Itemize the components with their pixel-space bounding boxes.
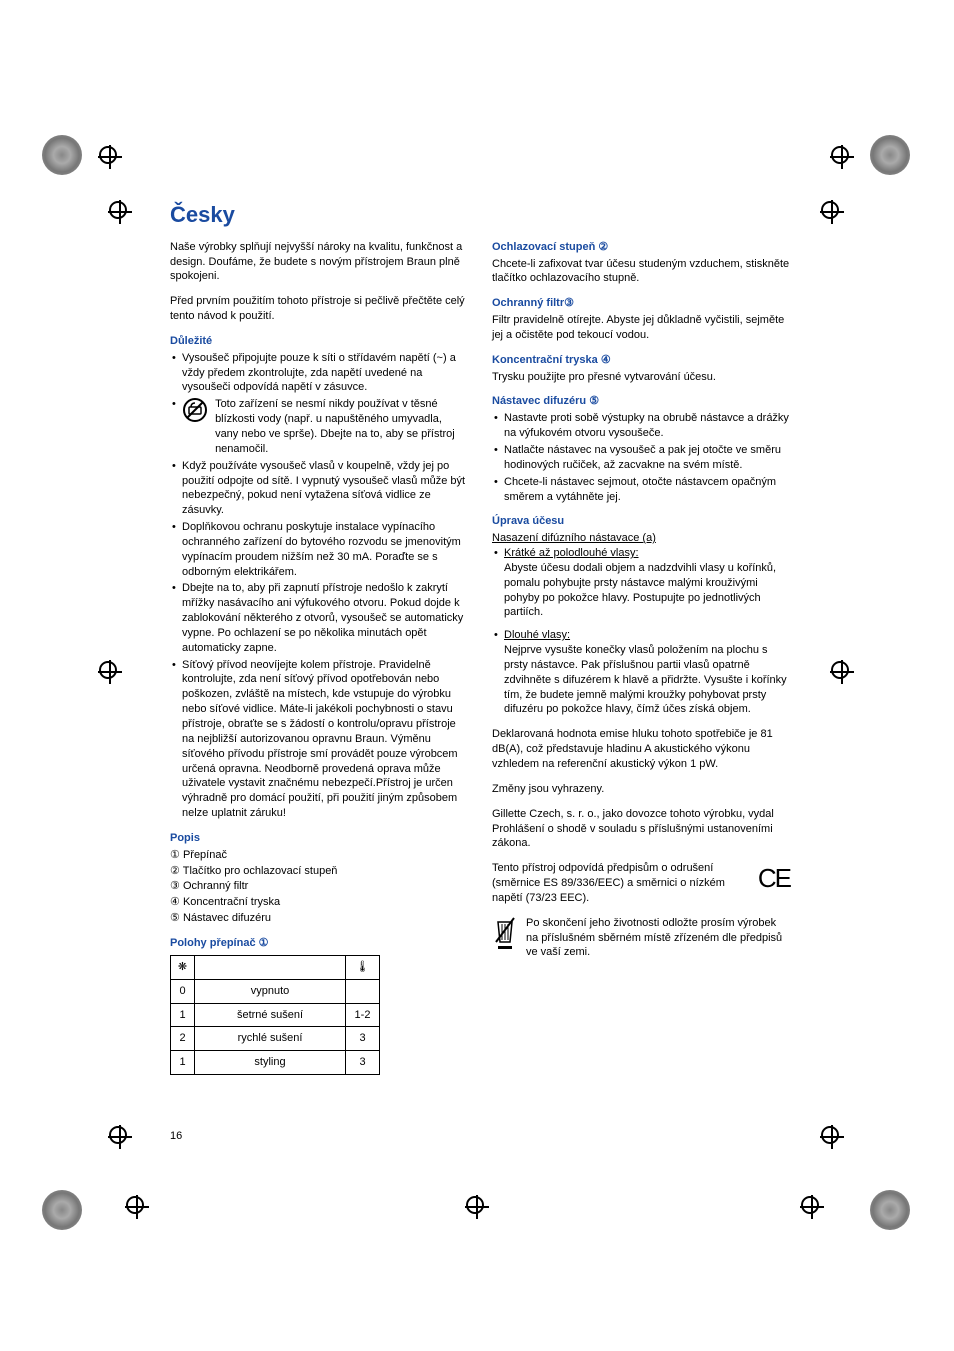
desc-text: Ochranný filtr bbox=[183, 880, 248, 892]
weee-block: Po skončení jeho životnosti odložte pros… bbox=[492, 916, 790, 961]
styling-list-2: Dlouhé vlasy: Nejprve vysušte konečky vl… bbox=[492, 628, 790, 717]
reg-cross-mr2 bbox=[820, 200, 844, 224]
compliance-text: Tento přístroj odpovídá předpisům o odru… bbox=[492, 862, 725, 904]
switch-cell: vypnuto bbox=[195, 979, 346, 1003]
styling-item: Dlouhé vlasy: Nejprve vysušte konečky vl… bbox=[492, 628, 790, 717]
diffuser-item: Nastavte proti sobě výstupky na obrubě n… bbox=[492, 411, 790, 441]
reg-cross-tl bbox=[98, 145, 122, 169]
styling-p1: Abyste účesu dodali objem a nadzdvihli v… bbox=[504, 562, 776, 619]
reg-mark-bl bbox=[42, 1190, 82, 1230]
switch-head: Polohy přepínač ① bbox=[170, 936, 468, 951]
diffuser-head: Nástavec difuzéru ⑤ bbox=[492, 394, 790, 409]
reg-cross-mr bbox=[830, 660, 854, 684]
changes-text: Změny jsou vyhrazeny. bbox=[492, 782, 790, 797]
intro-2: Před prvním použitím tohoto přístroje si… bbox=[170, 294, 468, 324]
desc-num: ② bbox=[170, 864, 180, 879]
diffuser-list: Nastavte proti sobě výstupky na obrubě n… bbox=[492, 411, 790, 504]
reg-mark-br bbox=[870, 1190, 910, 1230]
noise-text: Deklarovaná hodnota emise hluku tohoto s… bbox=[492, 727, 790, 772]
desc-text: Tlačítko pro ochlazovací stupeň bbox=[183, 865, 338, 877]
important-item: Toto zařízení se nesmí nikdy používat v … bbox=[170, 397, 468, 456]
nozzle-body: Trysku použijte pro přesné vytvarování ú… bbox=[492, 370, 790, 385]
reg-cross-bl bbox=[125, 1195, 149, 1219]
reg-cross-br bbox=[800, 1195, 824, 1219]
switch-cell: rychlé sušení bbox=[195, 1027, 346, 1051]
desc-text: Nástavec difuzéru bbox=[183, 912, 271, 924]
important-item: Síťový přívod neovíjejte kolem přístroje… bbox=[170, 658, 468, 821]
ce-mark-icon: CE bbox=[758, 861, 790, 896]
switch-cell: 0 bbox=[171, 979, 195, 1003]
styling-p2-head: Dlouhé vlasy: bbox=[504, 629, 570, 641]
styling-item: Krátké až polodlouhé vlasy: Abyste účesu… bbox=[492, 546, 790, 620]
filter-head: Ochranný filtr③ bbox=[492, 296, 790, 311]
switch-cell: 3 bbox=[346, 1051, 380, 1075]
no-water-icon bbox=[182, 397, 208, 423]
page-title: Česky bbox=[170, 200, 790, 230]
reg-mark-tl bbox=[42, 135, 82, 175]
switch-col-blank bbox=[195, 955, 346, 979]
filter-body: Filtr pravidelně otírejte. Abyste jej dů… bbox=[492, 313, 790, 343]
compliance-block: CE Tento přístroj odpovídá předpisům o o… bbox=[492, 861, 790, 906]
switch-cell: 1-2 bbox=[346, 1003, 380, 1027]
diffuser-item: Natlačte nástavec na vysoušeč a pak jej … bbox=[492, 443, 790, 473]
switch-cell: šetrné sušení bbox=[195, 1003, 346, 1027]
desc-text: Přepínač bbox=[183, 849, 227, 861]
reg-mark-tr bbox=[870, 135, 910, 175]
important-list: Vysoušeč připojujte pouze k síti o stříd… bbox=[170, 351, 468, 821]
nozzle-head: Koncentrační tryska ④ bbox=[492, 353, 790, 368]
importer-text: Gillette Czech, s. r. o., jako dovozce t… bbox=[492, 807, 790, 852]
styling-p2: Nejprve vysušte konečky vlasů položením … bbox=[504, 644, 787, 715]
diffuser-item: Chcete-li nástavec sejmout, otočte násta… bbox=[492, 475, 790, 505]
weee-icon bbox=[492, 916, 518, 955]
important-item: Dbejte na to, aby při zapnutí přístroje … bbox=[170, 581, 468, 655]
styling-p1-head: Krátké až polodlouhé vlasy: bbox=[504, 547, 639, 559]
switch-cell bbox=[346, 979, 380, 1003]
reg-cross-tr bbox=[830, 145, 854, 169]
important-item: Když používáte vysoušeč vlasů v koupelně… bbox=[170, 459, 468, 518]
switch-cell: 1 bbox=[171, 1051, 195, 1075]
styling-sub: Nasazení difúzního nástavace (a) bbox=[492, 531, 790, 546]
desc-text: Koncentrační tryska bbox=[183, 896, 280, 908]
reg-cross-bl2 bbox=[108, 1125, 132, 1149]
switch-cell: 1 bbox=[171, 1003, 195, 1027]
switch-cell: 2 bbox=[171, 1027, 195, 1051]
reg-cross-ml2 bbox=[108, 200, 132, 224]
important-head: Důležité bbox=[170, 334, 468, 349]
switch-cell: 3 bbox=[346, 1027, 380, 1051]
switch-col-icon: 🌡 bbox=[346, 955, 380, 979]
switch-col-icon: ❋ bbox=[171, 955, 195, 979]
desc-num: ⑤ bbox=[170, 911, 180, 926]
important-item-text: Toto zařízení se nesmí nikdy používat v … bbox=[215, 397, 467, 456]
reg-cross-ml bbox=[98, 660, 122, 684]
weee-text: Po skončení jeho životnosti odložte pros… bbox=[526, 917, 782, 959]
cool-head: Ochlazovací stupeň ② bbox=[492, 240, 790, 255]
important-item: Vysoušeč připojujte pouze k síti o stříd… bbox=[170, 351, 468, 396]
styling-head: Úprava účesu bbox=[492, 514, 790, 529]
styling-list: Krátké až polodlouhé vlasy: Abyste účesu… bbox=[492, 546, 790, 620]
intro-1: Naše výrobky splňují nejvyšší nároky na … bbox=[170, 240, 468, 285]
desc-num: ④ bbox=[170, 895, 180, 910]
desc-head: Popis bbox=[170, 831, 468, 846]
important-item: Doplňkovou ochranu poskytuje instalace v… bbox=[170, 520, 468, 579]
desc-list: ① Přepínač ② Tlačítko pro ochlazovací st… bbox=[170, 848, 468, 926]
desc-num: ① bbox=[170, 848, 180, 863]
page-number: 16 bbox=[170, 1130, 182, 1142]
cool-body: Chcete-li zafixovat tvar účesu studeným … bbox=[492, 257, 790, 287]
reg-cross-br2 bbox=[820, 1125, 844, 1149]
switch-cell: styling bbox=[195, 1051, 346, 1075]
switch-table: ❋ 🌡 0vypnuto 1šetrné sušení1-2 2rychlé s… bbox=[170, 955, 380, 1075]
reg-cross-bc bbox=[465, 1195, 489, 1219]
desc-num: ③ bbox=[170, 879, 180, 894]
